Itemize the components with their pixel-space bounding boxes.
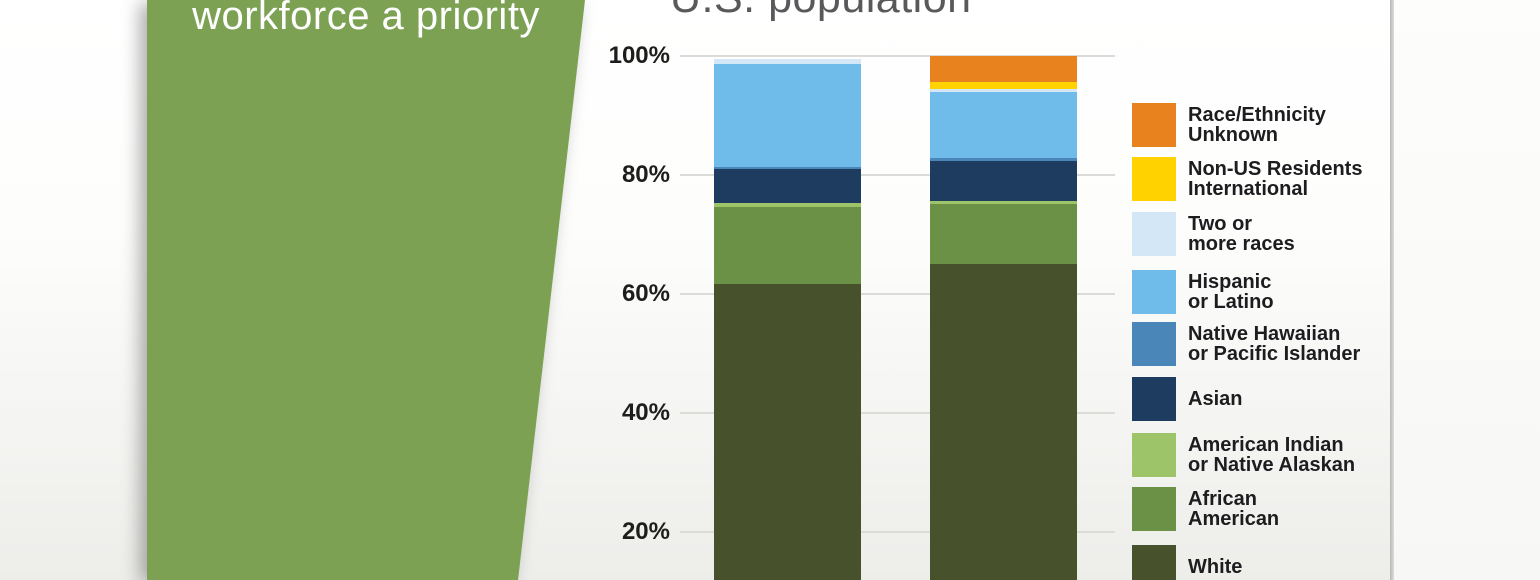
bar-1-segment-asian <box>714 168 861 204</box>
y-axis-tick-label: 60% <box>621 279 670 307</box>
bar-1-segment-african-american <box>714 207 861 284</box>
bar-2-segment-non-us-residents-international <box>930 82 1077 89</box>
legend-color-swatch <box>1132 103 1176 147</box>
legend-label: Native Hawaiian or Pacific Islander <box>1188 323 1361 365</box>
bar-2-segment-hispanic-or-latino <box>930 92 1077 159</box>
outside-page-background <box>1394 0 1540 580</box>
chart-title: U.S. population <box>670 0 972 23</box>
legend-label: Two or more races <box>1188 213 1295 255</box>
legend-color-swatch <box>1132 157 1176 201</box>
bar-2-segment-asian <box>930 160 1077 201</box>
y-axis-tick-label: 40% <box>621 398 670 426</box>
bar-2-segment-american-indian-or-native-alaskan <box>930 200 1077 205</box>
bar-2-segment-race-ethnicity-unknown <box>930 55 1077 83</box>
y-axis-tick-label: 20% <box>621 517 670 545</box>
bar-1-segment-hispanic-or-latino <box>714 64 861 167</box>
legend-color-swatch <box>1132 487 1176 531</box>
gridline-40 <box>680 411 1115 414</box>
legend-item-race-ethnicity-unknown: Race/Ethnicity Unknown <box>1132 103 1326 147</box>
legend-color-swatch <box>1132 545 1176 580</box>
legend-label: Hispanic or Latino <box>1188 271 1274 313</box>
legend-label: Race/Ethnicity Unknown <box>1188 104 1326 146</box>
legend-item-two-or-more-races: Two or more races <box>1132 212 1295 256</box>
bar-1-segment-american-indian-or-native-alaskan <box>714 203 861 208</box>
gridline-20 <box>680 530 1115 533</box>
legend-label: Asian <box>1188 388 1243 410</box>
legend-color-swatch <box>1132 377 1176 421</box>
banner-heading: workforce a priority <box>192 0 540 38</box>
legend-label: American Indian or Native Alaskan <box>1188 434 1356 476</box>
green-banner-panel: workforce a priority <box>147 0 585 580</box>
bar-2-segment-native-hawaiian-or-pacific-islander <box>930 158 1077 161</box>
bar-2-segment-two-or-more-races <box>930 88 1077 93</box>
legend-item-white: White <box>1132 545 1242 580</box>
legend-item-native-hawaiian-or-pacific-islander: Native Hawaiian or Pacific Islander <box>1132 322 1360 366</box>
bar-1-segment-two-or-more-races <box>714 59 861 65</box>
gridline-60 <box>680 292 1115 295</box>
bar-1-segment-native-hawaiian-or-pacific-islander <box>714 166 861 169</box>
bar-1-segment-white <box>714 283 861 580</box>
y-axis-tick-label: 80% <box>621 160 670 188</box>
legend-item-american-indian-or-native-alaskan: American Indian or Native Alaskan <box>1132 433 1355 477</box>
legend-item-asian: Asian <box>1132 377 1242 421</box>
legend-color-swatch <box>1132 322 1176 366</box>
legend-item-african-american: African American <box>1132 487 1279 531</box>
legend-item-hispanic-or-latino: Hispanic or Latino <box>1132 270 1274 314</box>
gridline-80 <box>680 173 1115 176</box>
legend-label: Non-US Residents International <box>1188 158 1363 200</box>
legend-label: African American <box>1188 488 1280 530</box>
green-banner: workforce a priority <box>0 0 640 580</box>
legend-color-swatch <box>1132 270 1176 314</box>
page-edge-shadow <box>1390 0 1394 580</box>
legend-item-non-us-residents-international: Non-US Residents International <box>1132 157 1362 201</box>
bar-2-segment-african-american <box>930 204 1077 265</box>
legend-color-swatch <box>1132 433 1176 477</box>
gridline-100 <box>680 54 1115 57</box>
legend-color-swatch <box>1132 212 1176 256</box>
legend-label: White <box>1188 556 1243 578</box>
bar-2-segment-white <box>930 264 1077 580</box>
y-axis-tick-label: 100% <box>608 41 670 69</box>
